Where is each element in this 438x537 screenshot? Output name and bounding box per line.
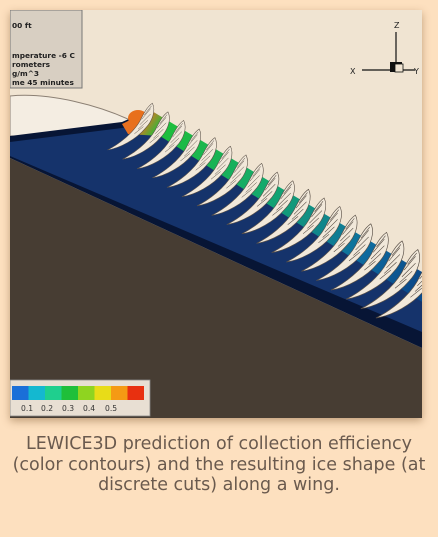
ice-cut (316, 223, 373, 281)
ice-shape-cuts (107, 102, 422, 319)
legend-swatch (127, 386, 144, 400)
ice-cut (152, 128, 201, 179)
ice-cut (256, 188, 311, 244)
wing-render: 00 ft mperature -6 C rometers g/m^3 me 4… (10, 10, 422, 418)
info-box: 00 ft mperature -6 C rometers g/m^3 me 4… (10, 10, 83, 89)
lewice3d-figure: 00 ft mperature -6 C rometers g/m^3 me 4… (10, 10, 422, 418)
legend-tick-2: 0.3 (62, 404, 74, 413)
ice-cut (375, 271, 422, 319)
info-line-3: mperature -6 C (12, 51, 75, 60)
ice-cut (241, 180, 295, 235)
legend-swatch (45, 386, 62, 400)
ice-cut (107, 102, 155, 151)
collection-efficiency-strip (122, 110, 422, 302)
ice-cut (181, 145, 233, 197)
legend-tick-1: 0.2 (41, 404, 53, 413)
axis-z-label: Z (394, 21, 400, 30)
legend-swatch (111, 386, 128, 400)
legend-tick-0: 0.1 (21, 404, 33, 413)
ice-cut (330, 231, 389, 291)
ground-surface (10, 158, 422, 418)
legend-swatch (28, 386, 45, 400)
axes-triad: Z X Y (350, 21, 419, 76)
info-line-1: 00 ft (12, 21, 32, 30)
info-line-4: rometers (12, 60, 51, 69)
info-line-5: g/m^3 (12, 69, 39, 78)
ice-cut (271, 197, 327, 253)
figure-caption: LEWICE3D prediction of collection effici… (12, 434, 426, 495)
axis-y-label: Y (413, 67, 419, 76)
ice-cut (122, 111, 170, 160)
legend-tick-3: 0.4 (83, 404, 95, 413)
ice-cut (137, 120, 186, 170)
ice-cut (166, 137, 217, 188)
axis-x-label: X (350, 67, 356, 76)
ice-cut (301, 214, 358, 272)
ice-cut (360, 249, 420, 310)
legend-swatch (61, 386, 78, 400)
ice-cut (196, 154, 248, 207)
color-legend: 0.1 0.2 0.3 0.4 0.5 (10, 379, 151, 417)
legend-swatch (94, 386, 111, 400)
ice-cut (345, 240, 405, 300)
info-line-6: me 45 minutes (12, 78, 74, 87)
ice-cut (286, 205, 342, 263)
legend-swatch (12, 386, 29, 400)
legend-tick-4: 0.5 (105, 404, 117, 413)
ice-cut (226, 171, 280, 225)
ice-cut (211, 162, 264, 216)
legend-swatch (78, 386, 95, 400)
legend-swatches (12, 386, 144, 400)
